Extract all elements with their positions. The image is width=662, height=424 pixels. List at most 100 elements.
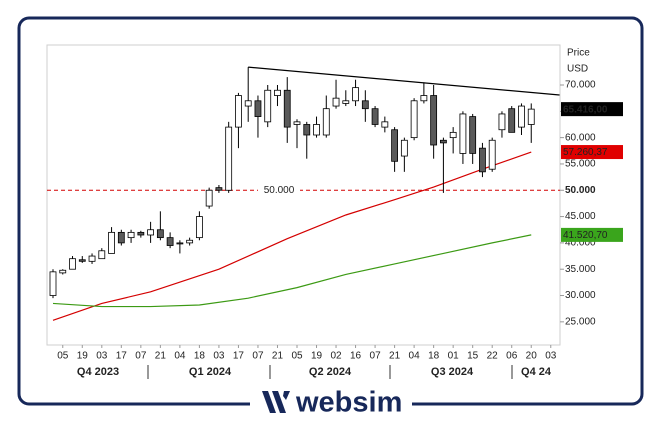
x-tick-label: 01 [448,351,460,362]
candle-body [205,189,213,207]
x-tick-label: 03 [96,351,108,362]
x-tick-label: 19 [77,351,89,362]
moving-average [52,234,532,308]
quarter-label: Q4 24 [521,366,552,378]
y-tick-label: 55.000 [565,159,596,170]
x-tick-label: 04 [174,351,186,362]
trendline [248,66,560,96]
x-tick-label: 03 [213,351,225,362]
candle-body [49,271,57,296]
x-tick-label: 15 [467,351,479,362]
y-tick-label: 25.000 [565,316,596,327]
price-label-box [561,227,623,242]
candle-body [176,242,184,245]
candle-body [59,269,67,274]
quarter-label: Q3 2024 [431,366,474,378]
x-tick-label: 21 [389,351,401,362]
candle-body [527,108,535,125]
candle-body [186,239,194,244]
price-label-box [561,145,623,160]
plot-area [46,44,561,346]
quarter-label: Q2 2024 [309,366,352,378]
x-tick-label: 05 [57,351,69,362]
candle-body [156,229,164,239]
x-tick-label: 18 [194,351,206,362]
x-tick-label: 07 [370,351,382,362]
candle-body [244,100,252,107]
reference-label-bg [258,184,300,197]
reference-label: 50.000 [264,185,295,196]
candle-body [69,258,76,270]
x-tick-label: 17 [116,351,128,362]
candle-body [391,129,399,162]
candle-body [361,100,369,110]
candle-body [88,255,96,262]
candle-body [430,95,438,146]
candle-body [117,231,125,244]
x-tick-label: 20 [526,351,538,362]
candle-body [254,100,262,117]
candle-body [322,108,330,136]
candle-body [488,139,496,170]
candle-body [400,139,408,157]
candle-body [98,250,106,260]
logo-backdrop [250,394,412,414]
candle-body [147,229,155,236]
candle-body [469,116,477,154]
candle-body [293,121,301,125]
quarter-label: Q1 2024 [189,366,232,378]
candle-body [225,126,233,191]
x-tick-label: 22 [487,351,499,362]
candle-body [127,231,135,239]
y-tick-label: 70.000 [565,80,596,91]
price-label: 41.520,70 [563,230,608,241]
y-tick-label: 35.000 [565,264,596,275]
moving-average [52,151,532,321]
y-tick-label: 30.000 [565,290,596,301]
candle-body [439,139,447,144]
candle-body [420,95,428,102]
candle-body [332,97,340,107]
candle-body [303,124,311,136]
x-tick-label: 18 [428,351,440,362]
x-tick-label: 06 [506,351,518,362]
x-tick-label: 21 [155,351,167,362]
candle-body [498,113,506,131]
x-tick-label: 07 [252,351,264,362]
candle-body [352,87,359,102]
candle-body [235,95,242,128]
price-label-box [561,102,623,117]
x-tick-label: 02 [330,351,342,362]
y-tick-label: 60.000 [565,132,596,143]
candle-body [479,147,486,173]
price-label: 65.416,00 [563,104,608,115]
candle-body [518,105,525,128]
candle-body [215,187,223,191]
x-tick-label: 21 [272,351,284,362]
candle-body [108,231,115,254]
y-tick-label: 40.000 [565,238,596,249]
candle-body [410,100,418,139]
candle-body [381,121,389,128]
candle-body [274,89,281,96]
quarter-label: Q4 2023 [77,366,119,378]
candle-body [195,216,203,239]
x-tick-label: 17 [233,351,245,362]
candle-body [449,131,457,139]
candle-body [137,231,145,236]
candle-body [459,113,467,154]
x-tick-label: 04 [409,351,421,362]
x-tick-label: 19 [311,351,323,362]
candle-body [342,100,350,104]
x-tick-label: 16 [350,351,362,362]
logo-text: websim [295,387,402,419]
candle-body [313,124,320,136]
x-tick-label: 07 [135,351,147,362]
x-tick-label: 05 [291,351,303,362]
price-label: 57.260,37 [563,147,608,158]
axis-title: USD [567,64,588,75]
candle-body [508,108,516,133]
candle-body [78,259,86,262]
candle-body [264,89,272,123]
